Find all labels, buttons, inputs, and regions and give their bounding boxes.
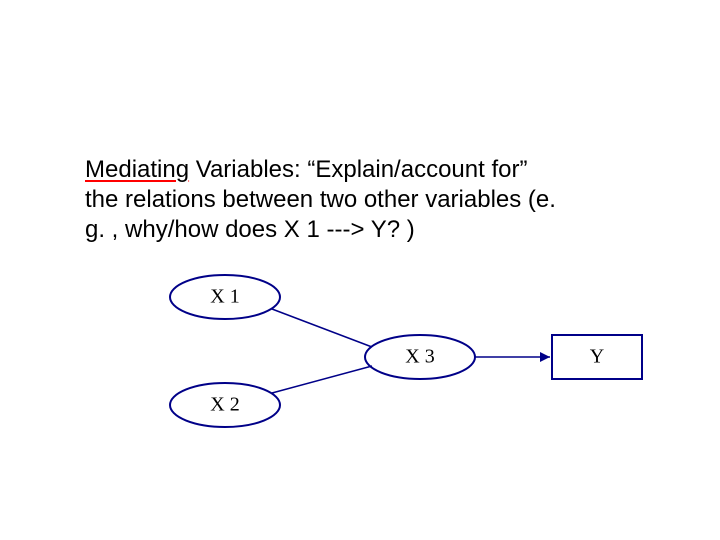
diagram-svg xyxy=(0,0,720,540)
edge-x2-x3 xyxy=(272,366,372,393)
slide-canvas: Mediating Variables: “Explain/account fo… xyxy=(0,0,720,540)
edge-x3-y xyxy=(475,352,550,362)
node-x1-label: X 1 xyxy=(210,286,239,309)
node-x2-label: X 2 xyxy=(210,394,239,417)
node-x3-label: X 3 xyxy=(405,346,434,369)
arrowhead-icon xyxy=(540,352,550,362)
node-y-label: Y xyxy=(590,346,604,369)
edge-x1-x3 xyxy=(272,309,372,347)
